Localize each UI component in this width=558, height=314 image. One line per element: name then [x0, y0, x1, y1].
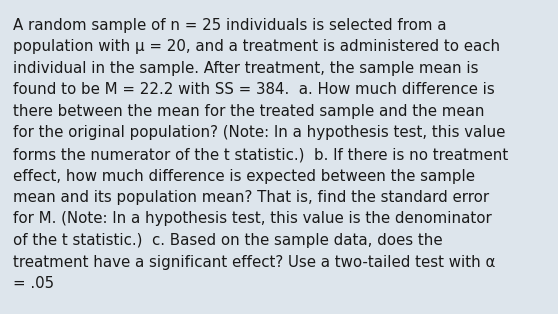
Text: individual in the sample. After treatment, the sample mean is: individual in the sample. After treatmen… [13, 61, 479, 76]
Text: found to be M = 22.2 with SS = 384.  a. How much difference is: found to be M = 22.2 with SS = 384. a. H… [13, 83, 495, 98]
Text: effect, how much difference is expected between the sample: effect, how much difference is expected … [13, 169, 475, 183]
Text: mean and its population mean? That is, find the standard error: mean and its population mean? That is, f… [13, 190, 489, 205]
Text: forms the numerator of the t statistic.)  b. If there is no treatment: forms the numerator of the t statistic.)… [13, 147, 508, 162]
Text: A random sample of n = 25 individuals is selected from a: A random sample of n = 25 individuals is… [13, 18, 446, 33]
Text: treatment have a significant effect? Use a two-tailed test with α: treatment have a significant effect? Use… [13, 255, 496, 269]
Text: there between the mean for the treated sample and the mean: there between the mean for the treated s… [13, 104, 484, 119]
Text: of the t statistic.)  c. Based on the sample data, does the: of the t statistic.) c. Based on the sam… [13, 233, 442, 248]
Text: = .05: = .05 [13, 276, 54, 291]
Text: population with μ = 20, and a treatment is administered to each: population with μ = 20, and a treatment … [13, 40, 500, 55]
Text: for the original population? (Note: In a hypothesis test, this value: for the original population? (Note: In a… [13, 126, 506, 140]
Text: for M. (Note: In a hypothesis test, this value is the denominator: for M. (Note: In a hypothesis test, this… [13, 212, 492, 226]
